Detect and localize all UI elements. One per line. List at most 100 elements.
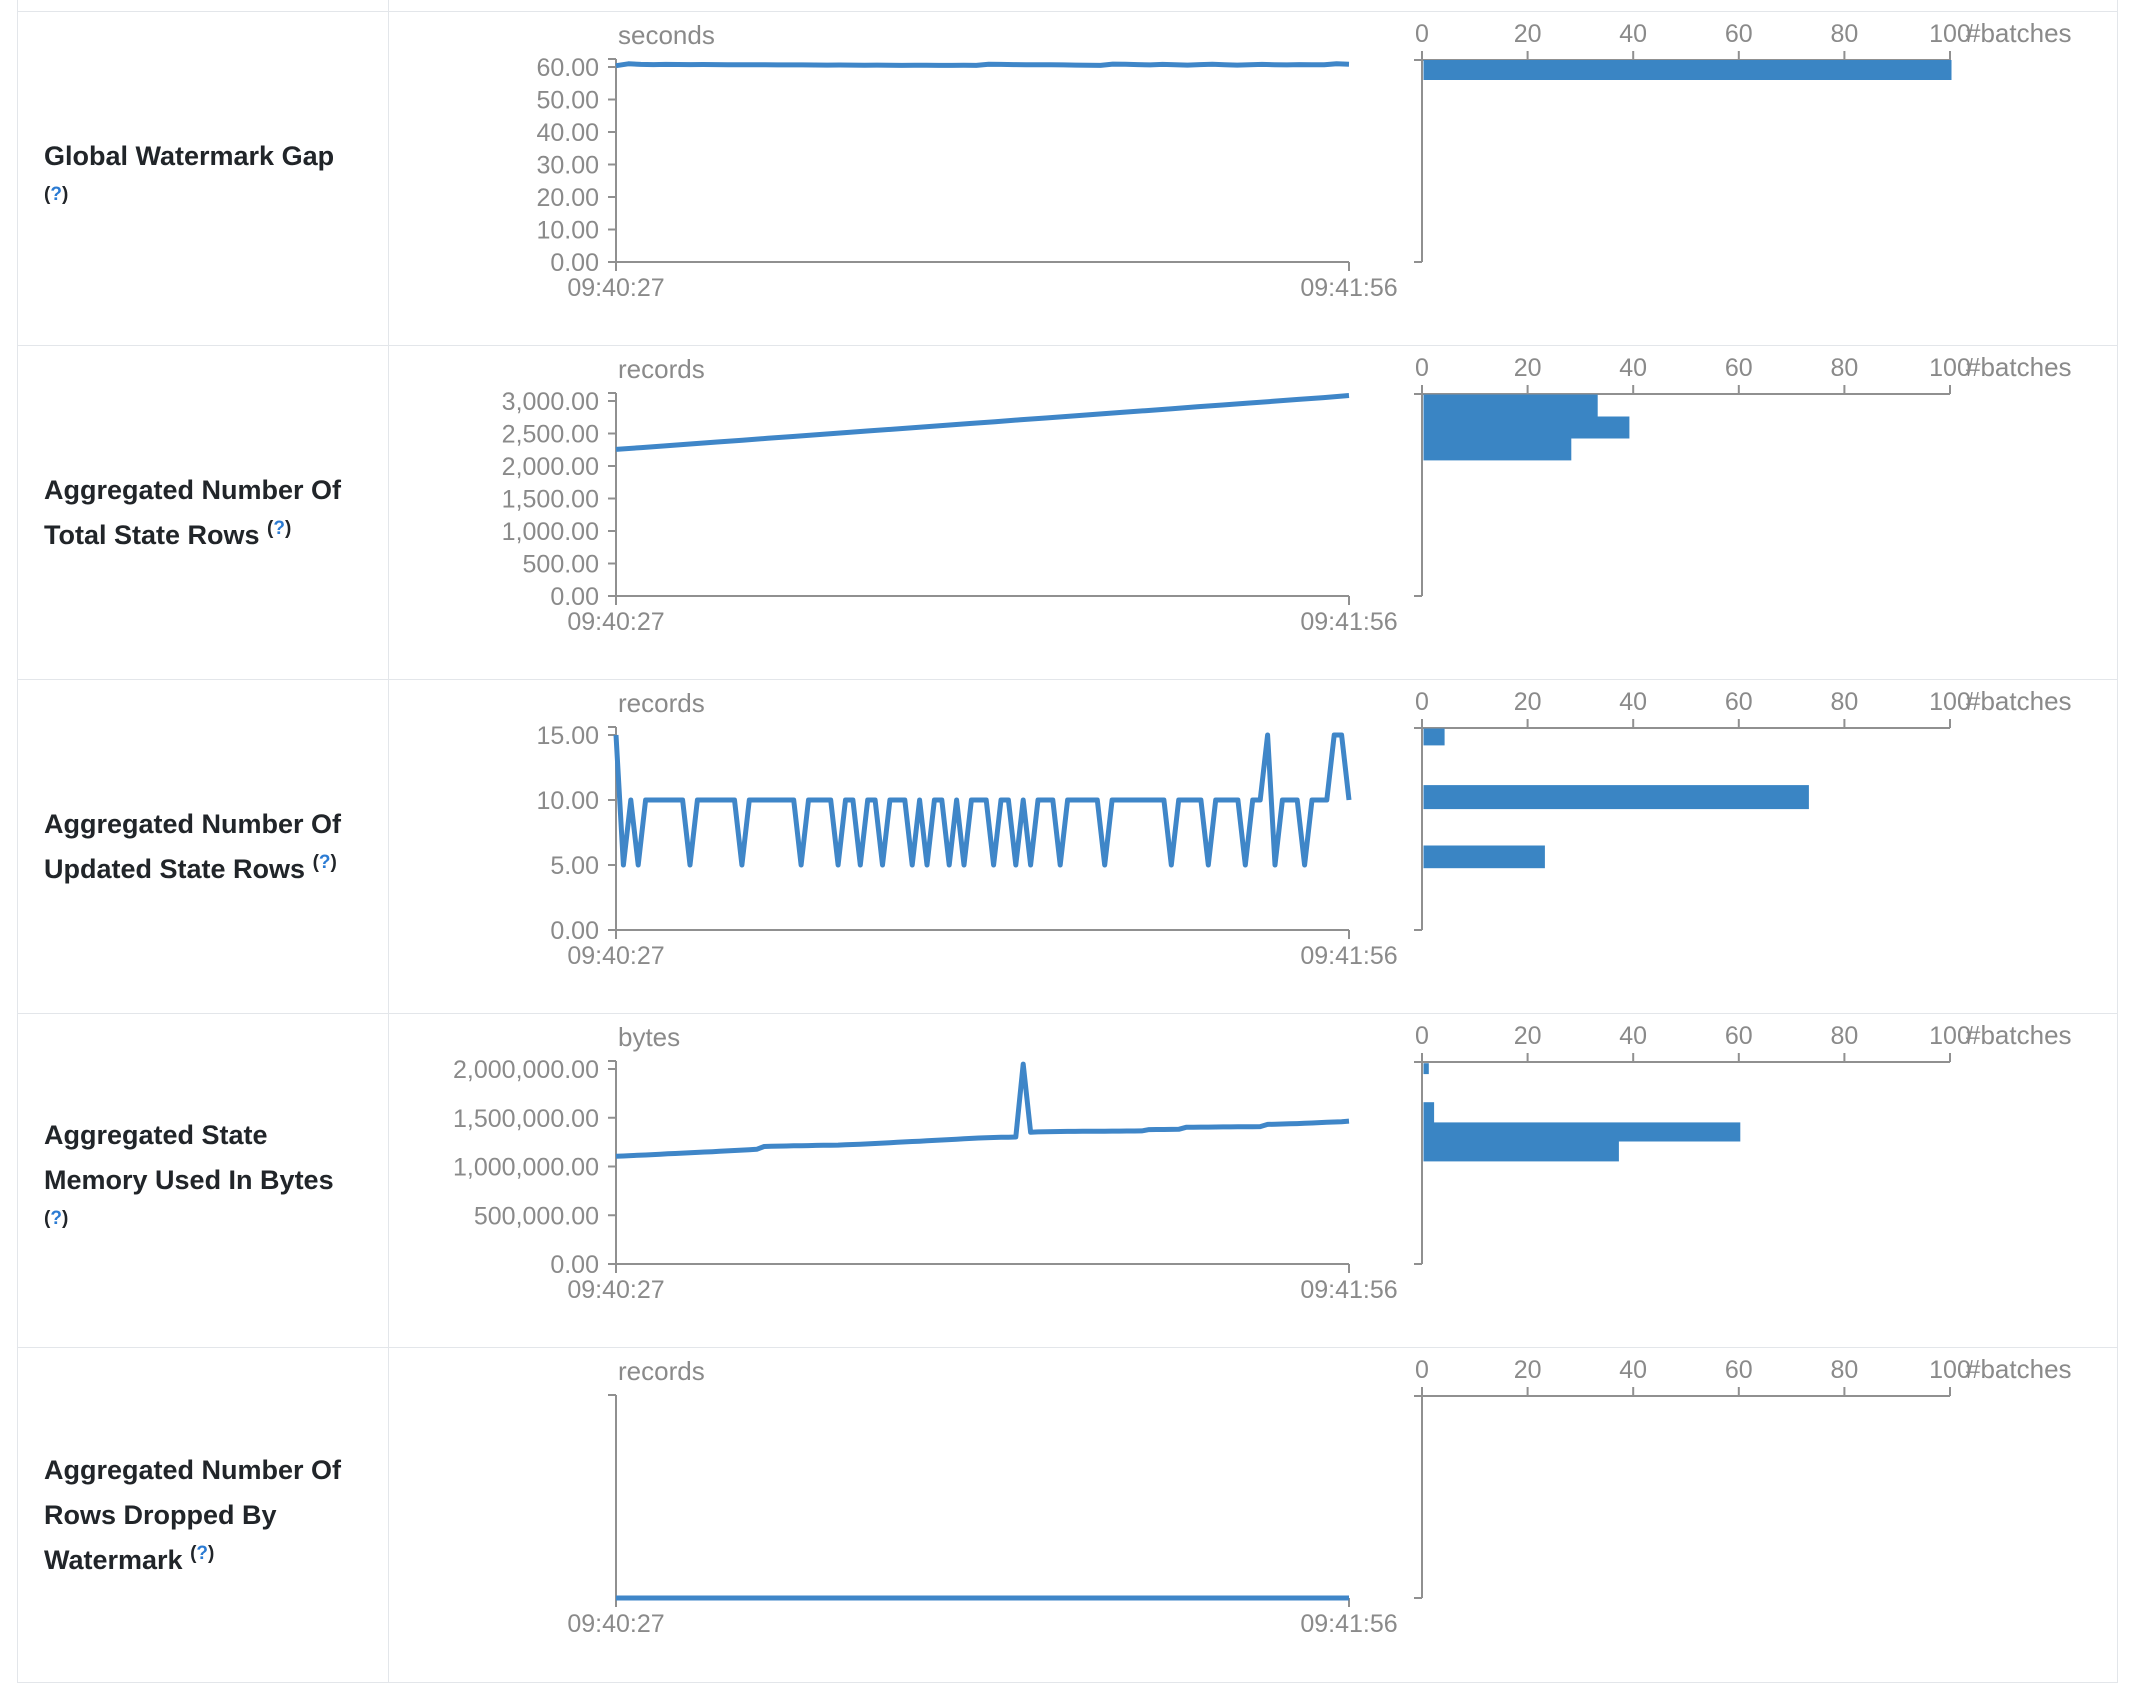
svg-text:0: 0 [1415,1356,1429,1384]
svg-text:1,500.00: 1,500.00 [502,486,599,514]
svg-text:100: 100 [1929,20,1971,48]
metric-row-updated-state-rows: Aggregated Number Of Updated State Rows … [18,680,2117,1014]
help-tooltip: (?) [44,1208,69,1229]
svg-text:40: 40 [1619,688,1647,716]
svg-text:60.00: 60.00 [536,54,599,82]
svg-text:09:40:27: 09:40:27 [567,274,664,302]
svg-text:records: records [618,354,705,384]
help-tooltip: (?) [267,517,292,539]
svg-text:0.00: 0.00 [550,249,599,277]
streaming-statistics-table: Global Watermark Gap (?) seconds 0.00 10.0… [17,11,2118,1683]
svg-text:50.00: 50.00 [536,87,599,115]
svg-text:09:41:56: 09:41:56 [1300,942,1397,970]
total-state-rows-charts: records 0.00 500.00 1,000.00 1,500.00 2,000.0… [502,352,2072,636]
metric-row-state-memory-used: Aggregated State Memory Used In Bytes (?… [18,1014,2117,1348]
help-question-link[interactable]: ? [50,1208,62,1229]
svg-text:100: 100 [1929,688,1971,716]
svg-text:30.00: 30.00 [536,152,599,180]
svg-text:10.00: 10.00 [536,787,599,815]
svg-text:60: 60 [1725,20,1753,48]
svg-text:40: 40 [1619,1356,1647,1384]
svg-text:5.00: 5.00 [550,852,599,880]
svg-text:80: 80 [1830,1022,1858,1050]
svg-text:0: 0 [1415,20,1429,48]
metric-label-cell: Aggregated Number Of Updated State Rows … [18,680,389,1013]
svg-text:0: 0 [1415,1022,1429,1050]
svg-text:#batches: #batches [1966,352,2072,382]
svg-text:1,000.00: 1,000.00 [502,518,599,546]
svg-text:60: 60 [1725,1022,1753,1050]
help-question-link[interactable]: ? [273,517,285,539]
svg-text:40.00: 40.00 [536,119,599,147]
svg-text:09:41:56: 09:41:56 [1300,608,1397,636]
chart-cell: records 09:40:27 09:41:56 0 20 40 60 80 100 #batc… [389,1348,2117,1682]
chart-cell: bytes 0.00 500,000.00 1,000,000.00 1,500,000… [389,1014,2117,1347]
svg-text:20: 20 [1514,1356,1542,1384]
svg-text:records: records [618,1356,705,1386]
metric-title-text: Global Watermark Gap [44,140,335,171]
metric-label-cell: Aggregated Number Of Rows Dropped By Wat… [18,1348,389,1682]
help-tooltip: (?) [44,183,69,205]
svg-text:seconds: seconds [618,20,715,50]
chart-cell: records 0.00 500.00 1,000.00 1,500.00 2,000.0… [389,346,2117,679]
metric-title-text: Aggregated Number Of Total State Rows [44,474,342,550]
svg-text:3,000.00: 3,000.00 [502,388,599,416]
svg-text:09:41:56: 09:41:56 [1300,274,1397,302]
svg-text:80: 80 [1830,1356,1858,1384]
metric-title-text: Aggregated State Memory Used In Bytes [44,1120,334,1195]
updated-state-rows-charts: records 0.00 5.00 10.00 15.00 09:40:27 09:41:5… [536,686,2072,970]
svg-text:80: 80 [1830,20,1858,48]
metric-title: Aggregated Number Of Total State Rows (?… [44,468,346,558]
svg-text:60: 60 [1725,688,1753,716]
svg-text:100: 100 [1929,1022,1971,1050]
metric-row-rows-dropped-by-watermark: Aggregated Number Of Rows Dropped By Wat… [18,1348,2117,1682]
svg-text:20: 20 [1514,20,1542,48]
svg-text:09:41:56: 09:41:56 [1300,1276,1397,1304]
metric-label-cell: Aggregated Number Of Total State Rows (?… [18,346,389,679]
svg-text:500.00: 500.00 [523,551,599,579]
chart-cell: records 0.00 5.00 10.00 15.00 09:40:27 09:41:5… [389,680,2117,1013]
metric-title: Aggregated Number Of Updated State Rows … [44,802,346,892]
svg-text:#batches: #batches [1966,686,2072,716]
svg-text:#batches: #batches [1966,1354,2072,1384]
svg-text:2,500.00: 2,500.00 [502,421,599,449]
label-column-border-stub [388,0,389,11]
svg-text:20: 20 [1514,688,1542,716]
svg-text:80: 80 [1830,354,1858,382]
table-right-border-stub [2117,0,2118,11]
svg-text:40: 40 [1619,1022,1647,1050]
metric-title: Global Watermark Gap (?) [44,134,346,224]
help-question-link[interactable]: ? [318,851,331,873]
svg-text:20: 20 [1514,1022,1542,1050]
svg-text:1,500,000.00: 1,500,000.00 [453,1105,599,1133]
svg-text:40: 40 [1619,20,1647,48]
metric-row-total-state-rows: Aggregated Number Of Total State Rows (?… [18,346,2117,680]
svg-text:20.00: 20.00 [536,184,599,212]
svg-text:0.00: 0.00 [550,917,599,945]
svg-text:40: 40 [1619,354,1647,382]
svg-text:2,000.00: 2,000.00 [502,453,599,481]
svg-text:60: 60 [1725,354,1753,382]
metric-title-text: Aggregated Number Of Rows Dropped By Wat… [44,1454,342,1575]
svg-text:100: 100 [1929,1356,1971,1384]
metric-title: Aggregated State Memory Used In Bytes (?… [44,1113,346,1248]
state-memory-charts: bytes 0.00 500,000.00 1,000,000.00 1,500,000… [453,1020,2072,1304]
help-tooltip: (?) [312,851,337,873]
svg-text:09:40:27: 09:40:27 [567,608,664,636]
svg-text:60: 60 [1725,1356,1753,1384]
help-question-link[interactable]: ? [50,183,62,205]
metric-row-global-watermark-gap: Global Watermark Gap (?) seconds 0.00 10.0… [18,12,2117,346]
watermark-gap-charts: seconds 0.00 10.00 20.00 30.00 40.00 50.00 60.0… [536,18,2071,302]
svg-text:0: 0 [1415,354,1429,382]
svg-text:bytes: bytes [618,1022,680,1052]
svg-text:10.00: 10.00 [536,217,599,245]
chart-cell: seconds 0.00 10.00 20.00 30.00 40.00 50.00 60.0… [389,12,2117,345]
svg-text:09:40:27: 09:40:27 [567,1610,664,1638]
svg-text:2,000,000.00: 2,000,000.00 [453,1056,599,1084]
svg-text:100: 100 [1929,354,1971,382]
metric-title: Aggregated Number Of Rows Dropped By Wat… [44,1448,346,1583]
svg-text:09:41:56: 09:41:56 [1300,1610,1397,1638]
help-question-link[interactable]: ? [196,1542,209,1564]
metric-title-text: Aggregated Number Of Updated State Rows [44,808,342,884]
svg-text:80: 80 [1830,688,1858,716]
